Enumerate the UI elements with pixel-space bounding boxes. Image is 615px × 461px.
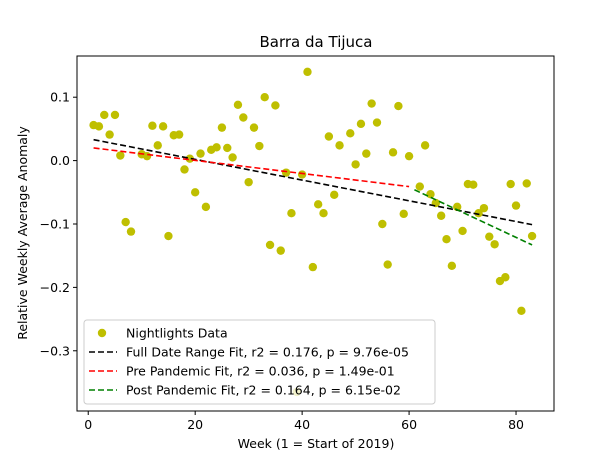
data-point — [448, 262, 456, 270]
data-point — [400, 210, 408, 218]
data-point — [261, 93, 269, 101]
data-point — [212, 143, 220, 151]
data-point — [389, 148, 397, 156]
x-axis-title: Week (1 = Start of 2019) — [238, 436, 395, 451]
data-point — [250, 123, 258, 131]
data-point — [325, 132, 333, 140]
data-point — [506, 180, 514, 188]
data-point — [298, 170, 306, 178]
y-axis-title: Relative Weekly Average Anomaly — [15, 126, 30, 340]
data-point — [351, 160, 359, 168]
x-tick-label: 40 — [294, 417, 310, 432]
data-point — [244, 178, 252, 186]
data-point — [528, 232, 536, 240]
data-point — [357, 120, 365, 128]
data-point — [501, 273, 509, 281]
data-point — [426, 190, 434, 198]
data-point — [95, 122, 103, 130]
y-tick-label: −0.1 — [40, 216, 70, 231]
data-point — [303, 68, 311, 76]
data-point — [517, 307, 525, 315]
data-point — [121, 218, 129, 226]
y-tick-label: −0.2 — [40, 280, 70, 295]
legend-label: Nightlights Data — [126, 326, 228, 341]
data-point — [362, 149, 370, 157]
x-tick-label: 60 — [401, 417, 417, 432]
data-point — [512, 201, 520, 209]
data-point — [405, 152, 413, 160]
data-point — [383, 260, 391, 268]
y-tick-label: −0.3 — [40, 343, 70, 358]
data-point — [218, 123, 226, 131]
data-point — [100, 111, 108, 119]
data-point — [143, 152, 151, 160]
x-tick-label: 0 — [84, 417, 92, 432]
legend-label: Full Date Range Fit, r2 = 0.176, p = 9.7… — [126, 345, 409, 360]
y-tick-label: 0.0 — [50, 153, 70, 168]
data-point — [335, 141, 343, 149]
data-point — [442, 235, 450, 243]
data-point — [234, 101, 242, 109]
data-point — [458, 227, 466, 235]
x-tick-label: 20 — [187, 417, 203, 432]
data-point — [319, 209, 327, 217]
data-point — [159, 122, 167, 130]
data-point — [287, 209, 295, 217]
data-point — [239, 113, 247, 121]
data-point — [394, 102, 402, 110]
legend-marker — [98, 329, 106, 337]
x-tick-label: 80 — [508, 417, 524, 432]
data-point — [421, 141, 429, 149]
data-point — [255, 142, 263, 150]
data-point — [180, 165, 188, 173]
data-point — [523, 179, 531, 187]
data-point — [490, 240, 498, 248]
data-point — [314, 200, 322, 208]
data-point — [154, 141, 162, 149]
data-point — [164, 232, 172, 240]
data-point — [367, 99, 375, 107]
data-point — [469, 180, 477, 188]
data-point — [148, 122, 156, 130]
data-point — [266, 241, 274, 249]
data-point — [373, 118, 381, 126]
legend: Nightlights Data Full Date Range Fit, r2 … — [84, 320, 435, 404]
data-point — [228, 153, 236, 161]
data-point — [223, 144, 231, 152]
data-point — [175, 130, 183, 138]
data-point — [202, 203, 210, 211]
data-point — [105, 130, 113, 138]
data-point — [191, 188, 199, 196]
data-point — [416, 182, 424, 190]
data-point — [271, 101, 279, 109]
legend-label: Post Pandemic Fit, r2 = 0.164, p = 6.15e… — [126, 383, 401, 398]
data-point — [127, 227, 135, 235]
data-point — [330, 191, 338, 199]
data-point — [116, 151, 124, 159]
legend-label: Pre Pandemic Fit, r2 = 0.036, p = 1.49e-… — [126, 364, 395, 379]
data-point — [309, 263, 317, 271]
data-point — [196, 149, 204, 157]
data-point — [346, 129, 354, 137]
data-point — [437, 212, 445, 220]
data-point — [111, 111, 119, 119]
data-point — [282, 168, 290, 176]
y-tick-label: 0.1 — [50, 90, 70, 105]
chart-title: Barra da Tijuca — [260, 33, 373, 51]
data-point — [378, 220, 386, 228]
data-point — [480, 204, 488, 212]
data-point — [277, 246, 285, 254]
data-point — [485, 232, 493, 240]
